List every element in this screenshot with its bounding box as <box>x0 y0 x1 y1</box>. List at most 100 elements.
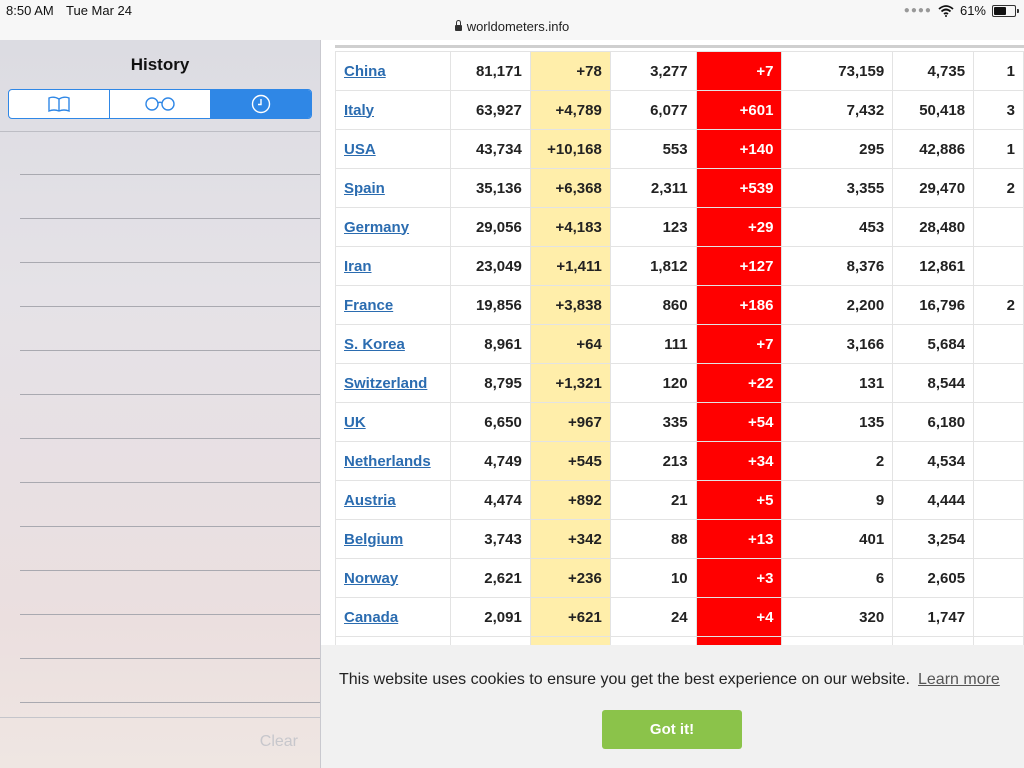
country-link[interactable]: Netherlands <box>344 452 431 470</box>
deaths-cell: 88 <box>609 519 697 559</box>
history-clock-icon <box>251 94 271 114</box>
empty-cell <box>529 636 611 645</box>
clear-divider <box>0 717 320 718</box>
serious-cell <box>973 402 1024 442</box>
active-cell: 50,418 <box>892 90 975 130</box>
country-link[interactable]: Germany <box>344 218 410 236</box>
empty-cell <box>449 636 531 645</box>
battery-icon <box>992 4 1019 17</box>
country-link[interactable]: Iran <box>344 257 372 275</box>
history-row-separator <box>20 702 320 703</box>
accept-cookies-button[interactable]: Got it! <box>602 710 742 749</box>
country-link[interactable]: France <box>344 296 394 314</box>
deaths-cell: 3,277 <box>609 51 697 91</box>
country-link[interactable]: UK <box>344 413 366 431</box>
country-link[interactable]: Spain <box>344 179 385 197</box>
country-link[interactable]: S. Korea <box>344 335 405 353</box>
history-row-separator <box>20 262 320 263</box>
serious-cell: 1 <box>973 129 1024 169</box>
sidebar-title: History <box>130 55 190 74</box>
new-deaths-cell: +601 <box>695 90 783 130</box>
cases-cell: 2,621 <box>449 558 531 598</box>
history-row-separator <box>20 526 320 527</box>
tab-reading-list[interactable] <box>110 90 211 118</box>
new-cases-cell: +1,321 <box>529 363 611 403</box>
empty-cell <box>781 636 894 645</box>
cases-cell: 43,734 <box>449 129 531 169</box>
clear-history-button[interactable]: Clear <box>259 733 298 750</box>
country-cell: France <box>335 285 451 325</box>
country-link[interactable]: Belgium <box>344 530 404 548</box>
history-row-separator <box>20 350 320 351</box>
status-bar: 8:50 AM Tue Mar 24 worldometers.info ●●●… <box>0 0 1024 41</box>
country-link[interactable]: Austria <box>344 491 396 509</box>
history-row-separator <box>20 438 320 439</box>
cases-cell: 19,856 <box>449 285 531 325</box>
covid-table-container[interactable]: China 81,171 +78 3,277 +7 73,159 4,735 1 Italy 63… <box>321 40 1024 645</box>
tab-bookmarks[interactable] <box>9 90 110 118</box>
deaths-cell: 213 <box>609 441 697 481</box>
learn-more-link[interactable]: Learn more <box>918 671 1000 688</box>
new-deaths-cell: +34 <box>695 441 783 481</box>
country-cell: Spain <box>335 168 451 208</box>
new-deaths-cell: +5 <box>695 480 783 520</box>
recovered-cell: 3,166 <box>781 324 894 364</box>
table-row: Switzerland 8,795 +1,321 120 +22 131 8,544 <box>335 363 1024 403</box>
country-link[interactable]: Switzerland <box>344 374 428 392</box>
country-link[interactable]: Canada <box>344 608 399 626</box>
deaths-cell: 120 <box>609 363 697 403</box>
country-cell: Norway <box>335 558 451 598</box>
table-row: Germany 29,056 +4,183 123 +29 453 28,480 <box>335 207 1024 247</box>
table-row: Iran 23,049 +1,411 1,812 +127 8,376 12,861 <box>335 246 1024 286</box>
active-cell: 4,444 <box>892 480 975 520</box>
country-cell: Canada <box>335 597 451 637</box>
new-cases-cell: +545 <box>529 441 611 481</box>
new-cases-cell: +1,411 <box>529 246 611 286</box>
empty-cell <box>335 636 451 645</box>
table-row: Austria 4,474 +892 21 +5 9 4,444 <box>335 480 1024 520</box>
cases-cell: 35,136 <box>449 168 531 208</box>
cookie-message: This website uses cookies to ensure you … <box>339 671 1000 689</box>
cellular-signal-icon: ●●●● <box>903 5 932 16</box>
new-cases-cell: +621 <box>529 597 611 637</box>
new-deaths-cell: +140 <box>695 129 783 169</box>
country-link[interactable]: China <box>344 62 386 80</box>
recovered-cell: 401 <box>781 519 894 559</box>
active-cell: 1,747 <box>892 597 975 637</box>
country-cell: Iran <box>335 246 451 286</box>
country-link[interactable]: Norway <box>344 569 399 587</box>
table-row: China 81,171 +78 3,277 +7 73,159 4,735 1 <box>335 51 1024 91</box>
new-cases-cell: +4,789 <box>529 90 611 130</box>
battery-percent: 61% <box>959 3 986 18</box>
new-deaths-cell: +7 <box>695 324 783 364</box>
table-row: Netherlands 4,749 +545 213 +34 2 4,534 <box>335 441 1024 481</box>
history-row-separator <box>20 394 320 395</box>
country-link[interactable]: USA <box>344 140 376 158</box>
recovered-cell: 320 <box>781 597 894 637</box>
country-link[interactable]: Italy <box>344 101 375 119</box>
tab-history[interactable] <box>211 90 311 118</box>
cases-cell: 29,056 <box>449 207 531 247</box>
address-bar[interactable]: worldometers.info <box>0 19 1024 34</box>
deaths-cell: 335 <box>609 402 697 442</box>
empty-cell <box>609 636 697 645</box>
recovered-cell: 2 <box>781 441 894 481</box>
country-cell: Germany <box>335 207 451 247</box>
serious-cell <box>973 246 1024 286</box>
active-cell: 28,480 <box>892 207 975 247</box>
history-row-separator <box>20 218 320 219</box>
lock-icon <box>454 20 462 31</box>
deaths-cell: 10 <box>609 558 697 598</box>
country-cell: Italy <box>335 90 451 130</box>
cases-cell: 4,749 <box>449 441 531 481</box>
history-sidebar: History Clear <box>0 40 321 768</box>
new-deaths-cell: +186 <box>695 285 783 325</box>
url-text: worldometers.info <box>466 19 570 34</box>
deaths-cell: 24 <box>609 597 697 637</box>
serious-cell <box>973 441 1024 481</box>
country-cell: China <box>335 51 451 91</box>
table-row: UK 6,650 +967 335 +54 135 6,180 <box>335 402 1024 442</box>
empty-cell <box>973 636 1024 645</box>
new-deaths-cell: +29 <box>695 207 783 247</box>
recovered-cell: 295 <box>781 129 894 169</box>
